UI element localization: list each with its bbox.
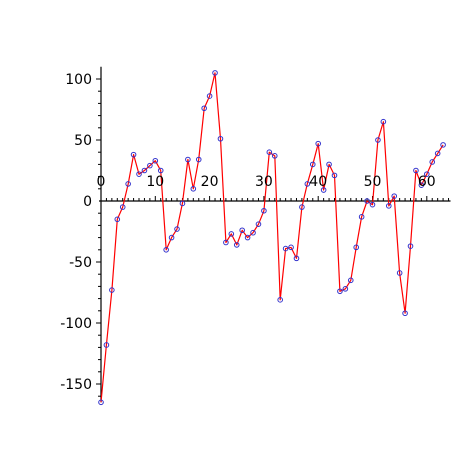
data-point bbox=[239, 227, 245, 234]
series-layer bbox=[98, 70, 446, 406]
data-point bbox=[109, 287, 115, 293]
x-tick-label: 10 bbox=[146, 174, 164, 190]
data-point bbox=[277, 297, 283, 303]
data-point bbox=[228, 231, 235, 237]
data-point bbox=[396, 270, 403, 276]
data-point bbox=[206, 93, 213, 99]
data-point bbox=[337, 288, 343, 295]
data-point bbox=[250, 229, 256, 236]
data-point bbox=[271, 153, 278, 159]
data-point bbox=[130, 151, 137, 158]
data-point bbox=[212, 70, 218, 76]
data-point bbox=[179, 200, 186, 207]
data-point bbox=[223, 239, 229, 246]
data-point bbox=[174, 226, 180, 232]
data-point bbox=[168, 234, 175, 241]
data-point bbox=[369, 201, 376, 208]
y-tick-label: -150 bbox=[60, 377, 92, 393]
tick-labels: 0 10 20 30 40 50 60 -150 -100 -50 0 50 100 bbox=[60, 72, 435, 393]
data-point bbox=[315, 140, 322, 147]
data-point bbox=[320, 187, 327, 193]
data-point bbox=[434, 150, 441, 157]
data-point bbox=[402, 310, 408, 317]
data-point bbox=[299, 204, 305, 210]
data-point bbox=[309, 161, 316, 168]
data-point bbox=[364, 198, 370, 204]
series-line bbox=[100, 72, 444, 403]
data-point bbox=[147, 162, 153, 169]
data-point bbox=[304, 181, 311, 187]
data-point bbox=[163, 247, 169, 253]
data-point bbox=[190, 186, 197, 192]
data-point bbox=[114, 216, 121, 223]
data-point bbox=[185, 156, 191, 163]
data-point bbox=[413, 167, 419, 174]
x-tick-label: 60 bbox=[418, 174, 436, 190]
data-point bbox=[103, 342, 110, 348]
data-point bbox=[288, 244, 294, 251]
x-tick-label: 30 bbox=[255, 174, 273, 190]
data-point bbox=[342, 286, 349, 292]
data-point bbox=[429, 159, 436, 165]
data-point bbox=[244, 234, 251, 241]
data-point bbox=[217, 135, 224, 142]
data-point bbox=[282, 245, 289, 252]
data-point bbox=[233, 242, 240, 248]
data-point bbox=[353, 244, 360, 251]
x-tick-label: 50 bbox=[364, 174, 382, 190]
x-tick-label: 0 bbox=[97, 174, 106, 190]
y-tick-label: -100 bbox=[60, 316, 92, 332]
data-point bbox=[293, 255, 300, 262]
x-tick-label: 40 bbox=[309, 174, 327, 190]
data-point bbox=[136, 171, 142, 177]
data-point bbox=[407, 243, 414, 249]
data-point bbox=[440, 142, 446, 148]
data-point bbox=[418, 182, 425, 188]
data-point bbox=[157, 167, 164, 174]
data-point bbox=[261, 207, 267, 214]
data-point bbox=[152, 157, 159, 164]
y-tick-label: -50 bbox=[69, 255, 92, 271]
y-tick-label: 50 bbox=[74, 133, 92, 149]
data-point bbox=[201, 105, 207, 112]
data-point bbox=[141, 167, 148, 174]
data-point bbox=[125, 181, 131, 187]
data-point bbox=[391, 193, 398, 199]
data-point bbox=[326, 161, 332, 168]
data-point bbox=[347, 277, 354, 284]
data-point bbox=[266, 149, 273, 155]
data-point bbox=[119, 204, 126, 210]
x-tick-label: 20 bbox=[201, 174, 219, 190]
data-point bbox=[358, 214, 365, 220]
data-point bbox=[195, 156, 202, 163]
data-point bbox=[380, 118, 387, 125]
data-point bbox=[385, 203, 392, 209]
data-point bbox=[375, 137, 381, 143]
y-tick-label: 0 bbox=[83, 194, 92, 210]
y-tick-label: 100 bbox=[65, 72, 92, 88]
data-point bbox=[98, 399, 104, 406]
data-point bbox=[331, 172, 338, 179]
data-point bbox=[255, 221, 262, 227]
data-point bbox=[424, 171, 430, 177]
